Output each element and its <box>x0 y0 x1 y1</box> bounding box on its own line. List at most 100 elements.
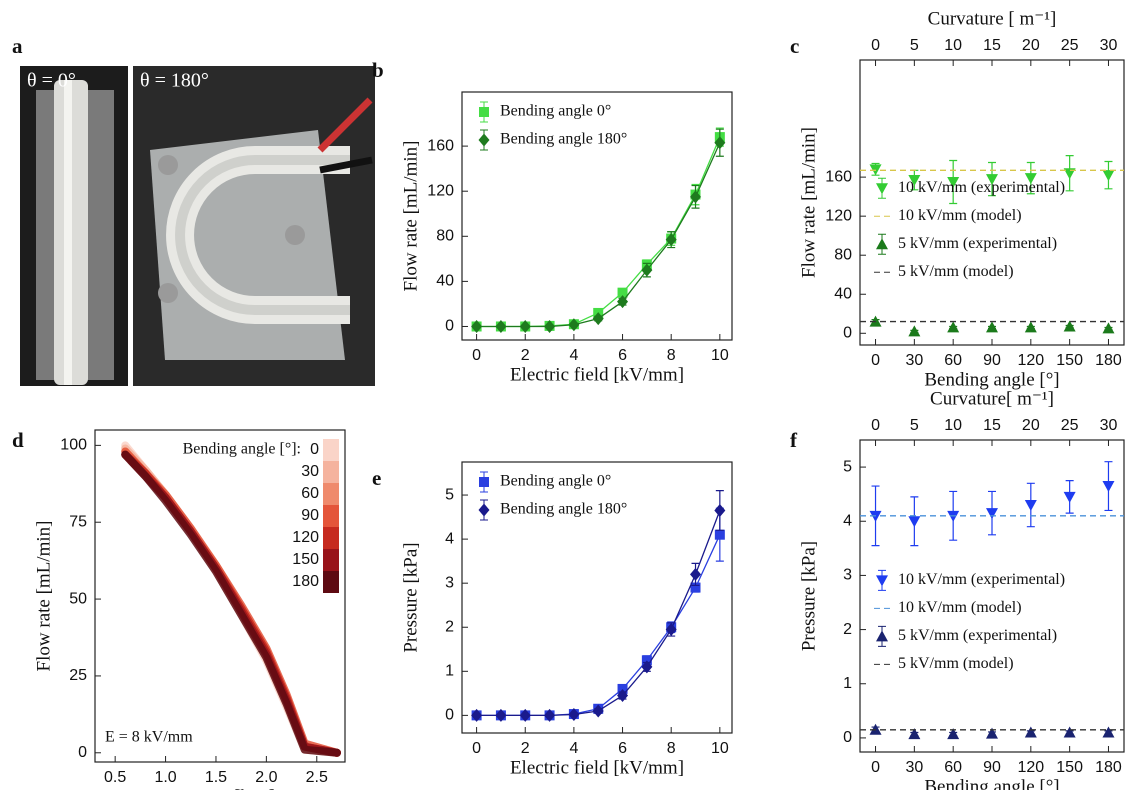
y-tick-label: 40 <box>436 273 454 290</box>
y-tick-label: 160 <box>427 137 454 154</box>
x2-tick-label: 0 <box>871 417 880 434</box>
x-tick-label: 4 <box>569 347 578 364</box>
legend-label: 120 <box>292 529 319 546</box>
marker <box>1024 726 1037 738</box>
y-tick-label: 3 <box>445 574 454 591</box>
plot-frame <box>461 91 733 341</box>
legend-label: 5 kV/mm (experimental) <box>898 235 1057 252</box>
marker <box>908 175 921 187</box>
x2-tick-label: 25 <box>1061 37 1079 54</box>
marker <box>947 728 960 740</box>
photo-label: θ = 0° <box>27 70 76 92</box>
legend-swatch <box>323 527 339 549</box>
x-tick-label: 2.0 <box>255 769 277 786</box>
x-tick-label: 8 <box>667 740 676 757</box>
y-axis-label: Flow rate [mL/min] <box>33 521 54 672</box>
photo-label: θ = 180° <box>140 70 209 92</box>
marker <box>495 319 507 333</box>
marker <box>641 263 653 277</box>
y-axis-label: Pressure [kPa] <box>400 542 421 652</box>
y-tick-label: 80 <box>436 228 454 245</box>
marker <box>1102 481 1115 493</box>
y-tick-label: 5 <box>445 486 454 503</box>
legend-label: 0 <box>310 441 319 458</box>
marker <box>908 728 921 740</box>
panel-label: c <box>790 34 799 58</box>
y-tick-label: 25 <box>69 667 87 684</box>
y-tick-label: 2 <box>843 621 852 638</box>
y-tick-label: 75 <box>69 513 87 530</box>
marker <box>1102 726 1115 738</box>
wire <box>319 156 373 174</box>
x-axis-label: Electric field [kV/mm] <box>510 364 684 385</box>
legend-label: 10 kV/mm (experimental) <box>898 571 1065 588</box>
legend-label: Bending angle 0° <box>500 473 611 490</box>
marker <box>986 727 998 739</box>
y-tick-label: 5 <box>843 458 852 475</box>
x-tick-label: 0.5 <box>104 769 126 786</box>
y-axis-label: Pressure [kPa] <box>798 541 819 651</box>
x-tick-label: 0 <box>871 352 880 369</box>
x2-tick-label: 30 <box>1100 37 1118 54</box>
marker <box>568 318 580 332</box>
marker <box>714 503 726 517</box>
y-tick-label: 0 <box>445 318 454 335</box>
y-axis-label: Flow rate [mL/min] <box>400 141 421 292</box>
marker <box>641 660 653 674</box>
y-tick-label: 0 <box>445 707 454 724</box>
x-tick-label: 150 <box>1056 352 1083 369</box>
y-tick-label: 80 <box>834 246 852 263</box>
y-tick-label: 160 <box>825 168 852 185</box>
y-tick-label: 0 <box>78 744 87 761</box>
panel-label: a <box>12 34 23 58</box>
x-tick-label: 8 <box>667 347 676 364</box>
marker <box>1063 320 1076 332</box>
marker <box>986 508 998 520</box>
x-tick-label: 4 <box>569 740 578 757</box>
x-tick-label: 2 <box>521 347 530 364</box>
legend-swatch <box>323 461 339 483</box>
x-tick-label: 10 <box>711 347 729 364</box>
marker <box>495 708 507 722</box>
x-tick-label: 180 <box>1095 352 1122 369</box>
legend-swatch <box>323 505 339 527</box>
panel-label: d <box>12 428 24 452</box>
legend-label: Bending angle 0° <box>500 103 611 120</box>
marker <box>1024 321 1037 333</box>
y-tick-label: 100 <box>60 437 87 454</box>
series-line <box>475 136 721 328</box>
tube-highlight <box>64 80 72 385</box>
y-axis-label: Flow rate [mL/min] <box>798 127 819 278</box>
legend-label: 180 <box>292 573 319 590</box>
x-tick-label: 0 <box>472 740 481 757</box>
marker <box>617 689 629 703</box>
legend-swatch <box>323 439 339 461</box>
x-axis-label: Bending angle [°] <box>924 776 1059 790</box>
plot-frame <box>94 429 346 763</box>
marker <box>1063 726 1076 738</box>
marker <box>544 319 556 333</box>
marker <box>478 503 490 517</box>
legend-label: 10 kV/mm (model) <box>898 599 1022 616</box>
x-tick-label: 2 <box>521 740 530 757</box>
marker <box>1063 491 1076 503</box>
x2-tick-label: 30 <box>1100 417 1118 434</box>
x-tick-label: 2.5 <box>306 769 328 786</box>
y-tick-label: 1 <box>843 675 852 692</box>
marker <box>876 575 888 587</box>
marker <box>876 630 888 642</box>
plot-frame <box>859 439 1125 753</box>
x2-tick-label: 15 <box>983 37 1001 54</box>
legend-label: 60 <box>301 485 319 502</box>
marker <box>714 136 726 150</box>
x-tick-label: 30 <box>905 759 923 776</box>
marker <box>471 708 483 722</box>
x2-tick-label: 10 <box>944 417 962 434</box>
x-tick-label: 150 <box>1056 759 1083 776</box>
x2-tick-label: 5 <box>910 37 919 54</box>
marker <box>908 325 921 337</box>
series-line <box>475 534 721 717</box>
y-tick-label: 120 <box>427 182 454 199</box>
marker <box>947 177 960 189</box>
